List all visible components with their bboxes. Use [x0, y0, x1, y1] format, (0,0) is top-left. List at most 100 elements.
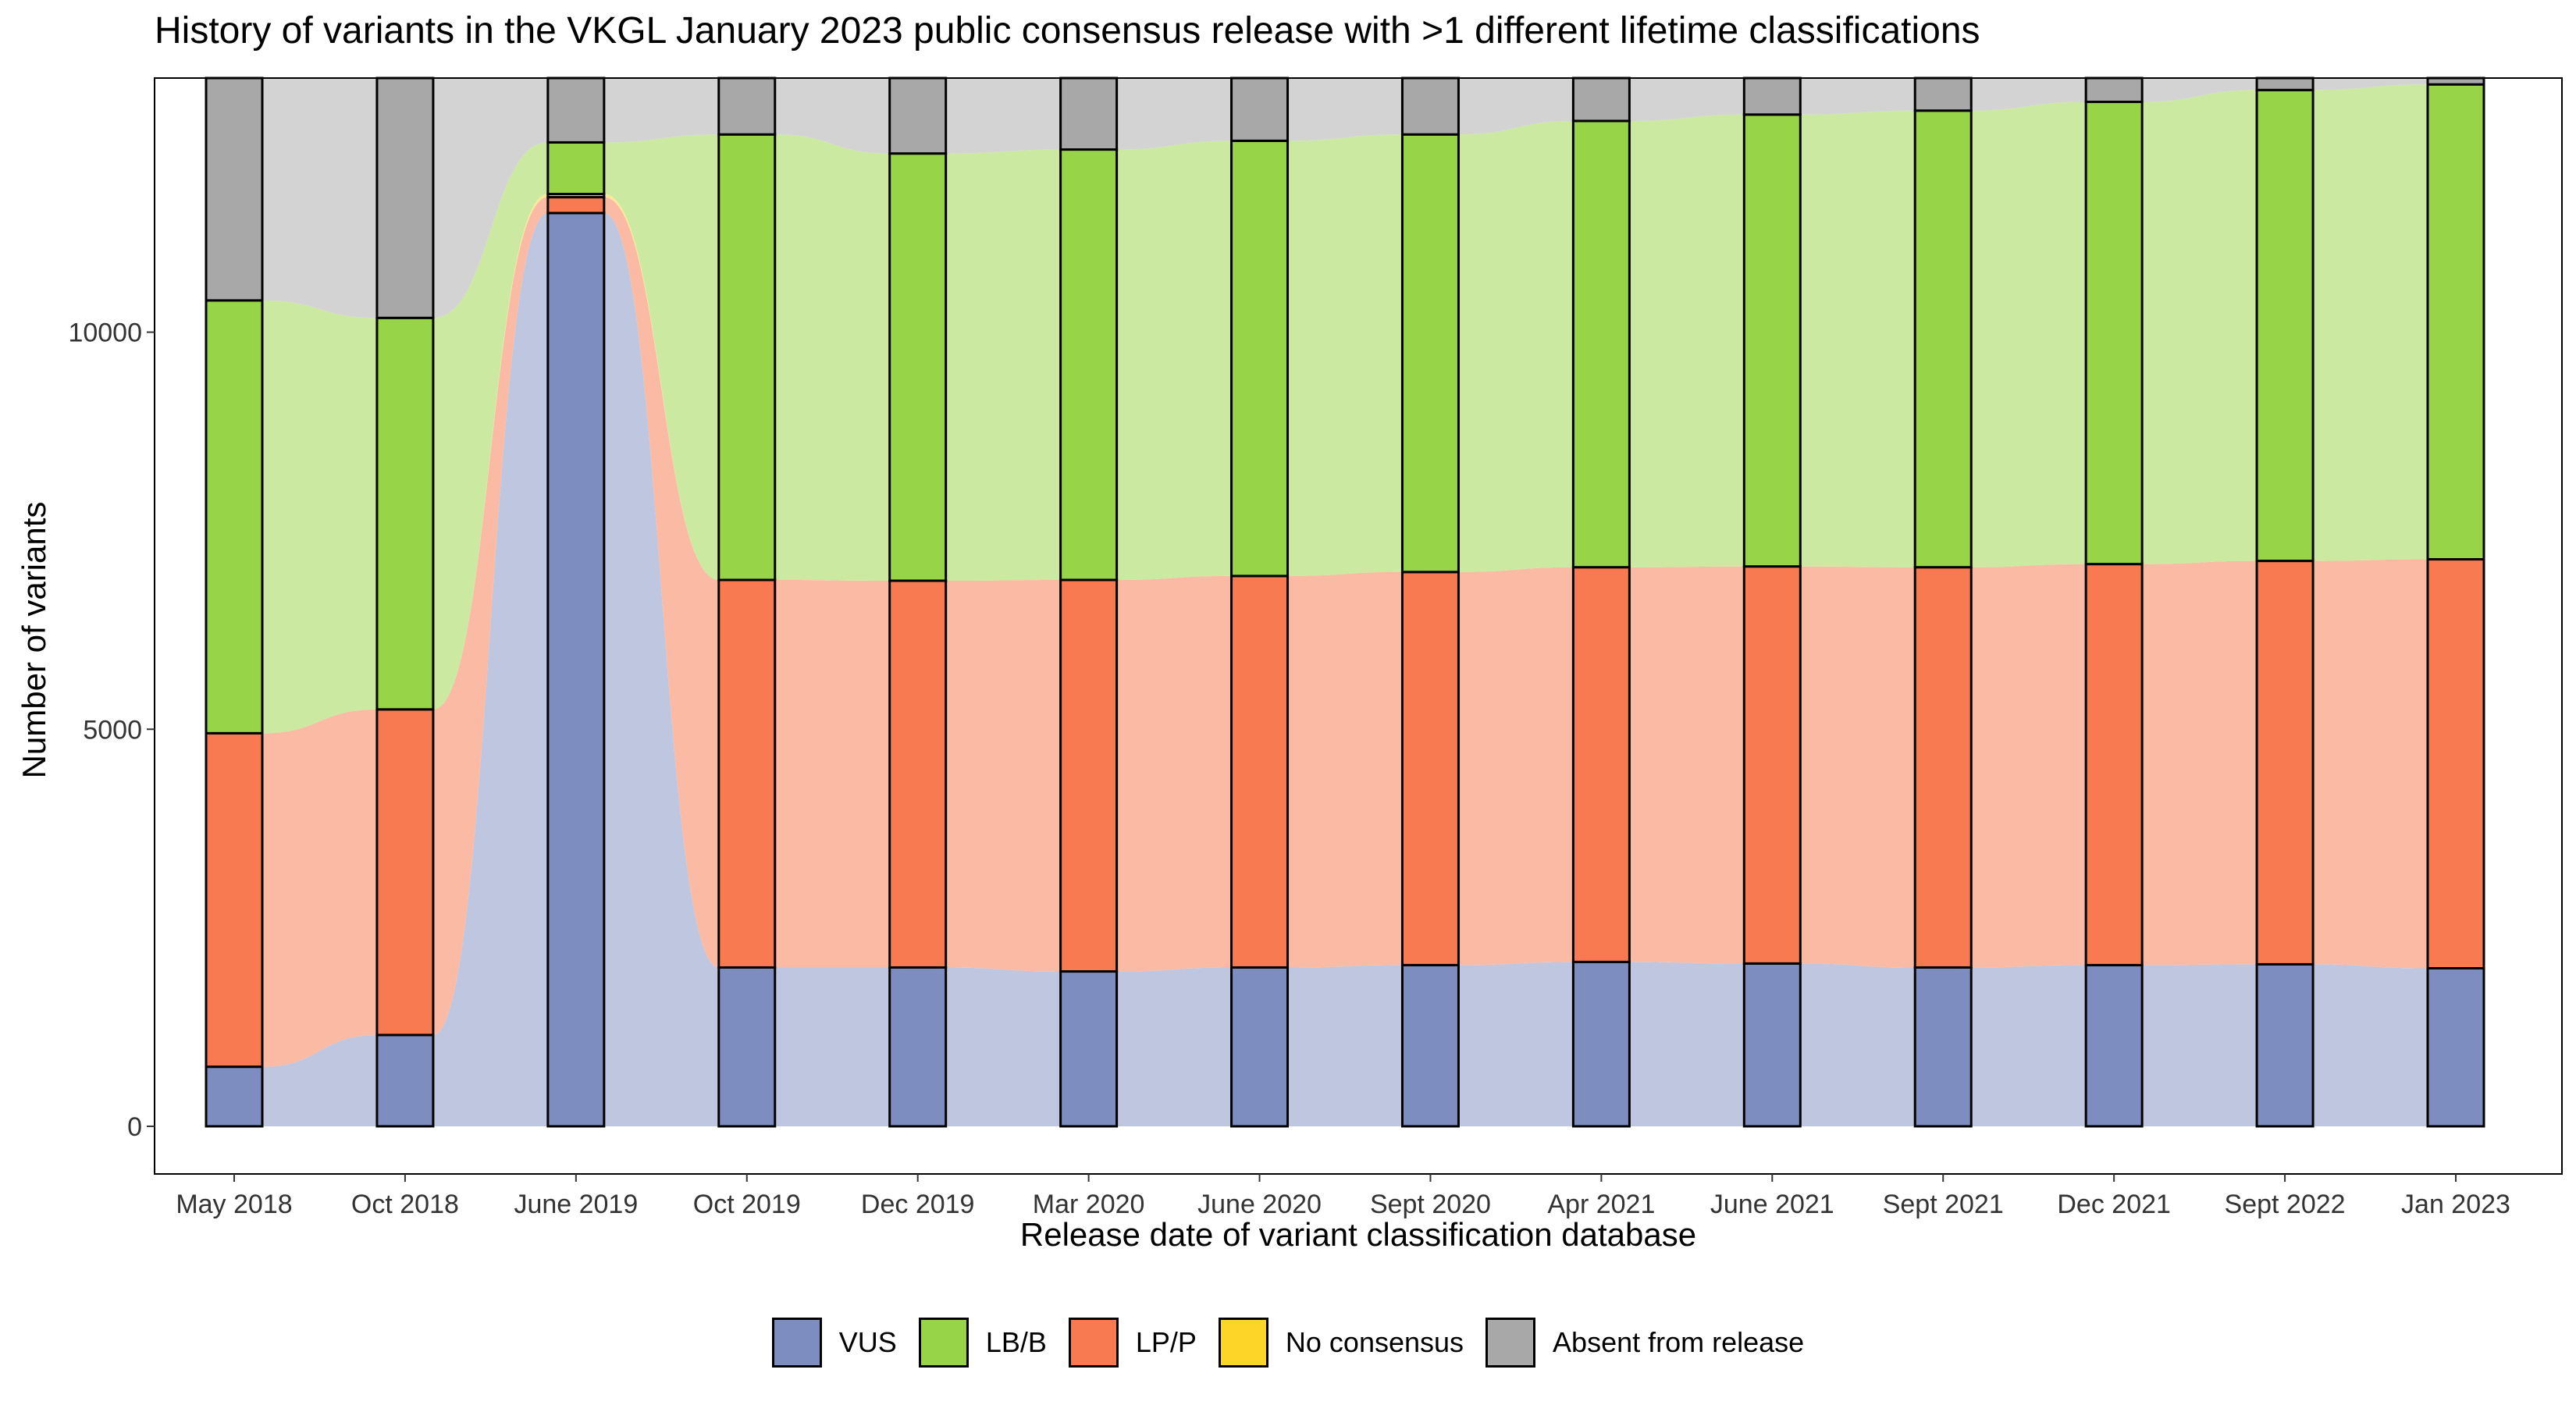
- bar-lb-b-10: [1913, 109, 1973, 569]
- bar-absent-from-release-9: [1742, 76, 1802, 116]
- bar-absent-from-release-1: [375, 76, 435, 319]
- flow-absent-from-release-2: [603, 78, 719, 143]
- flow-absent-from-release-3: [774, 78, 890, 154]
- bar-lp-p-7: [1400, 571, 1460, 966]
- legend-item-lp-p: LP/P: [1068, 1318, 1197, 1368]
- x-tick-label: Mar 2020: [1033, 1190, 1145, 1219]
- bar-absent-from-release-4: [888, 76, 948, 155]
- flow-absent-from-release-10: [1971, 78, 2087, 111]
- bar-lb-b-11: [2084, 101, 2144, 566]
- flow-absent-from-release-1: [432, 78, 548, 318]
- flow-lb-b-1: [432, 142, 548, 710]
- bar-absent-from-release-12: [2255, 76, 2314, 91]
- bar-lb-b-3: [717, 133, 777, 582]
- x-axis-title: Release date of variant classification d…: [1019, 1216, 1697, 1253]
- chart-title: History of variants in the VKGL January …: [155, 10, 1980, 52]
- flow-lp-p-8: [1629, 566, 1745, 964]
- flow-vus-11: [2142, 964, 2258, 1126]
- bar-lb-b-9: [1742, 113, 1802, 568]
- bar-vus-5: [1059, 970, 1119, 1128]
- legend-key-lp-p: [1068, 1318, 1119, 1368]
- bar-lb-b-0: [205, 299, 264, 735]
- bar-vus-11: [2084, 963, 2144, 1128]
- flow-absent-from-release-8: [1629, 78, 1745, 121]
- x-tick-label: Oct 2018: [351, 1190, 459, 1219]
- flow-lb-b-10: [1971, 101, 2087, 567]
- flow-lb-b-0: [262, 300, 377, 734]
- flow-lp-p-11: [2142, 560, 2258, 966]
- bar-absent-from-release-0: [205, 76, 264, 302]
- legend-key-absent-from-release: [1485, 1318, 1536, 1368]
- flow-absent-from-release-7: [1458, 78, 1574, 135]
- flow-absent-from-release-5: [1116, 78, 1232, 150]
- x-tick-label: Sept 2021: [1883, 1190, 2004, 1219]
- y-axis-title-text: Number of variants: [16, 501, 52, 779]
- x-tick-label: Oct 2019: [693, 1190, 801, 1219]
- legend-item-vus: VUS: [771, 1318, 897, 1368]
- bar-vus-6: [1230, 966, 1290, 1128]
- bar-lp-p-13: [2426, 558, 2485, 969]
- y-tick-label: 10000: [68, 318, 142, 348]
- y-tick-label: 0: [127, 1112, 142, 1142]
- flow-lp-p-0: [262, 709, 377, 1067]
- bar-absent-from-release-6: [1230, 76, 1290, 142]
- flow-absent-from-release-0: [262, 78, 377, 318]
- flow-lb-b-6: [1287, 134, 1403, 576]
- flow-vus-6: [1287, 965, 1403, 1126]
- bar-absent-from-release-8: [1571, 76, 1631, 123]
- flow-vus-10: [1971, 965, 2087, 1126]
- bar-lp-p-6: [1230, 574, 1290, 969]
- flow-lp-p-10: [1971, 564, 2087, 968]
- flow-lb-b-8: [1629, 114, 1745, 567]
- bar-lb-b-2: [546, 140, 606, 196]
- flow-lb-b-3: [774, 134, 890, 582]
- bar-absent-from-release-7: [1400, 76, 1460, 136]
- flow-absent-from-release-9: [1800, 78, 1916, 115]
- legend-key-no-consensus: [1218, 1318, 1268, 1368]
- bar-lp-p-0: [205, 731, 264, 1069]
- y-tick-label: 5000: [83, 715, 142, 745]
- flow-vus-5: [1116, 967, 1232, 1126]
- flow-vus-12: [2313, 964, 2428, 1126]
- flow-lb-b-12: [2313, 84, 2428, 561]
- x-tick-label: June 2021: [1710, 1190, 1834, 1219]
- flow-absent-from-release-11: [2142, 78, 2258, 102]
- bar-absent-from-release-13: [2426, 76, 2485, 86]
- flow-lp-p-5: [1116, 575, 1232, 972]
- x-tick-label: Sept 2022: [2225, 1190, 2346, 1219]
- bar-absent-from-release-5: [1059, 76, 1119, 151]
- x-tick-label: May 2018: [176, 1190, 292, 1219]
- bar-vus-9: [1742, 962, 1802, 1128]
- legend-label-no-consensus: No consensus: [1285, 1326, 1464, 1358]
- flow-lp-p-9: [1800, 566, 1916, 968]
- flow-absent-from-release-6: [1287, 78, 1403, 141]
- flow-lp-p-3: [774, 579, 890, 968]
- bar-absent-from-release-3: [717, 76, 777, 136]
- flow-lp-p-4: [945, 579, 1061, 972]
- axes-layer: 0 5000 10000 May 2018 Oct 2018 June 2019 Oct 2…: [68, 318, 2510, 1219]
- x-tick-label: June 2020: [1197, 1190, 1322, 1219]
- bar-lb-b-13: [2426, 83, 2485, 561]
- bar-lp-p-3: [717, 578, 777, 969]
- flow-vus-7: [1458, 962, 1574, 1126]
- flow-lb-b-5: [1116, 140, 1232, 580]
- flow-lp-p-2: [603, 197, 719, 968]
- bar-lb-b-1: [375, 316, 435, 711]
- legend-item-absent-from-release: Absent from release: [1485, 1318, 1804, 1368]
- bar-lp-p-11: [2084, 563, 2144, 966]
- legend-key-lb-b: [918, 1318, 969, 1368]
- legend: VUS LB/B LP/P No consensus Absent from relea…: [0, 1318, 2576, 1368]
- bar-vus-3: [717, 966, 777, 1128]
- bar-vus-0: [205, 1065, 264, 1128]
- plot-panel: [154, 77, 2563, 1175]
- bar-vus-12: [2255, 962, 2314, 1128]
- x-tick-label: Apr 2021: [1547, 1190, 1655, 1219]
- bar-lb-b-6: [1230, 139, 1290, 578]
- flow-lb-b-9: [1800, 110, 1916, 567]
- flow-lp-p-6: [1287, 571, 1403, 968]
- flow-vus-2: [603, 212, 719, 1126]
- legend-item-lb-b: LB/B: [918, 1318, 1047, 1368]
- flow-vus-1: [432, 212, 548, 1126]
- legend-key-vus: [771, 1318, 822, 1368]
